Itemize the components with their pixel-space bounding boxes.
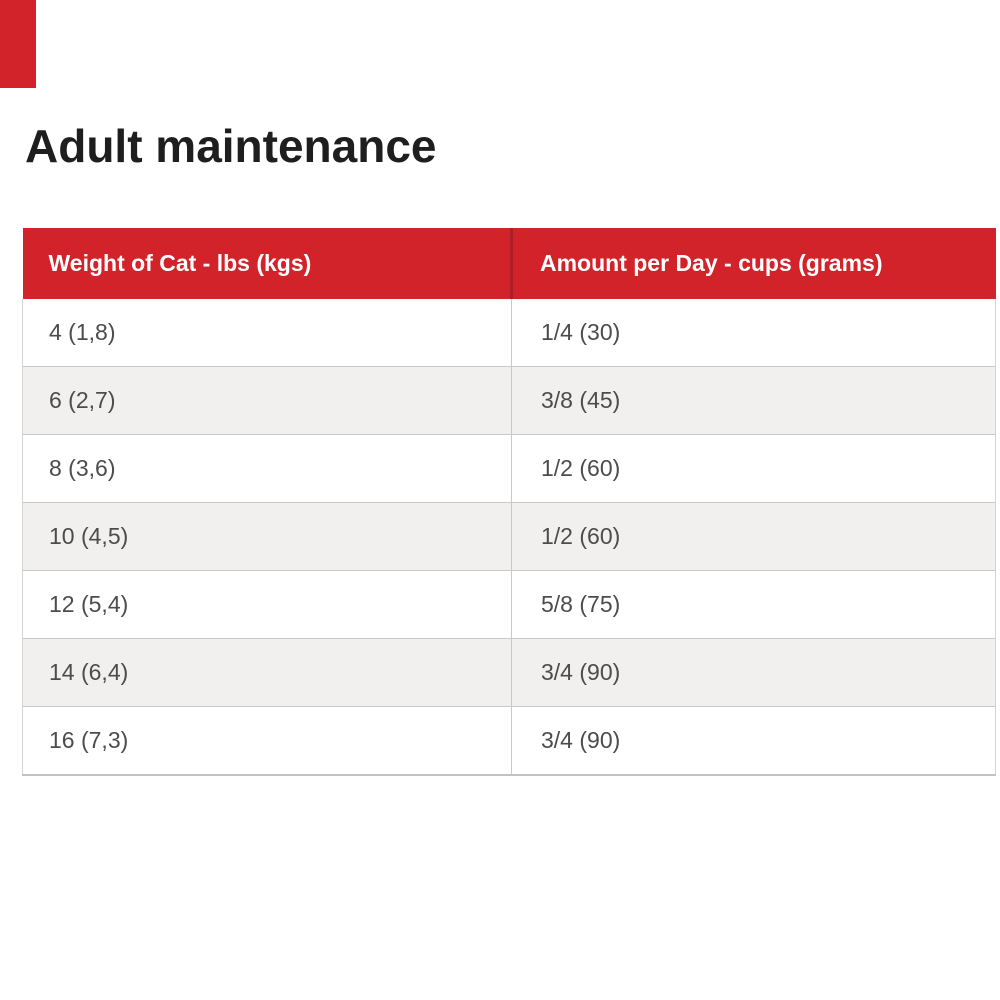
column-header-weight: Weight of Cat - lbs (kgs) [22, 228, 512, 299]
table-cell: 5/8 (75) [511, 570, 996, 639]
feeding-guide-table: Weight of Cat - lbs (kgs) Amount per Day… [22, 228, 996, 776]
table-row: 16 (7,3) 3/4 (90) [22, 706, 996, 776]
table-cell: 1/2 (60) [511, 434, 996, 503]
red-corner-fragment [0, 0, 36, 88]
table-row: 12 (5,4) 5/8 (75) [22, 570, 996, 639]
table-cell: 3/4 (90) [511, 638, 996, 707]
table-cell: 16 (7,3) [22, 706, 512, 776]
table-cell: 4 (1,8) [22, 299, 512, 367]
table-body: 4 (1,8) 1/4 (30) 6 (2,7) 3/8 (45) 8 (3,6) 1/2… [22, 299, 996, 776]
table-cell: 8 (3,6) [22, 434, 512, 503]
table-cell: 3/4 (90) [511, 706, 996, 776]
table-cell: 3/8 (45) [511, 366, 996, 435]
table-row: 6 (2,7) 3/8 (45) [22, 366, 996, 435]
table-cell: 12 (5,4) [22, 570, 512, 639]
table-cell: 1/2 (60) [511, 502, 996, 571]
page-title: Adult maintenance [25, 120, 437, 172]
table-row: 14 (6,4) 3/4 (90) [22, 638, 996, 707]
table-cell: 6 (2,7) [22, 366, 512, 435]
table-cell: 10 (4,5) [22, 502, 512, 571]
table-header: Weight of Cat - lbs (kgs) Amount per Day… [22, 228, 996, 299]
table-row: 10 (4,5) 1/2 (60) [22, 502, 996, 571]
table-cell: 1/4 (30) [511, 299, 996, 367]
table-header-row: Weight of Cat - lbs (kgs) Amount per Day… [22, 228, 996, 299]
table-row: 8 (3,6) 1/2 (60) [22, 434, 996, 503]
column-header-amount: Amount per Day - cups (grams) [510, 228, 996, 299]
table-row: 4 (1,8) 1/4 (30) [22, 299, 996, 367]
table-cell: 14 (6,4) [22, 638, 512, 707]
